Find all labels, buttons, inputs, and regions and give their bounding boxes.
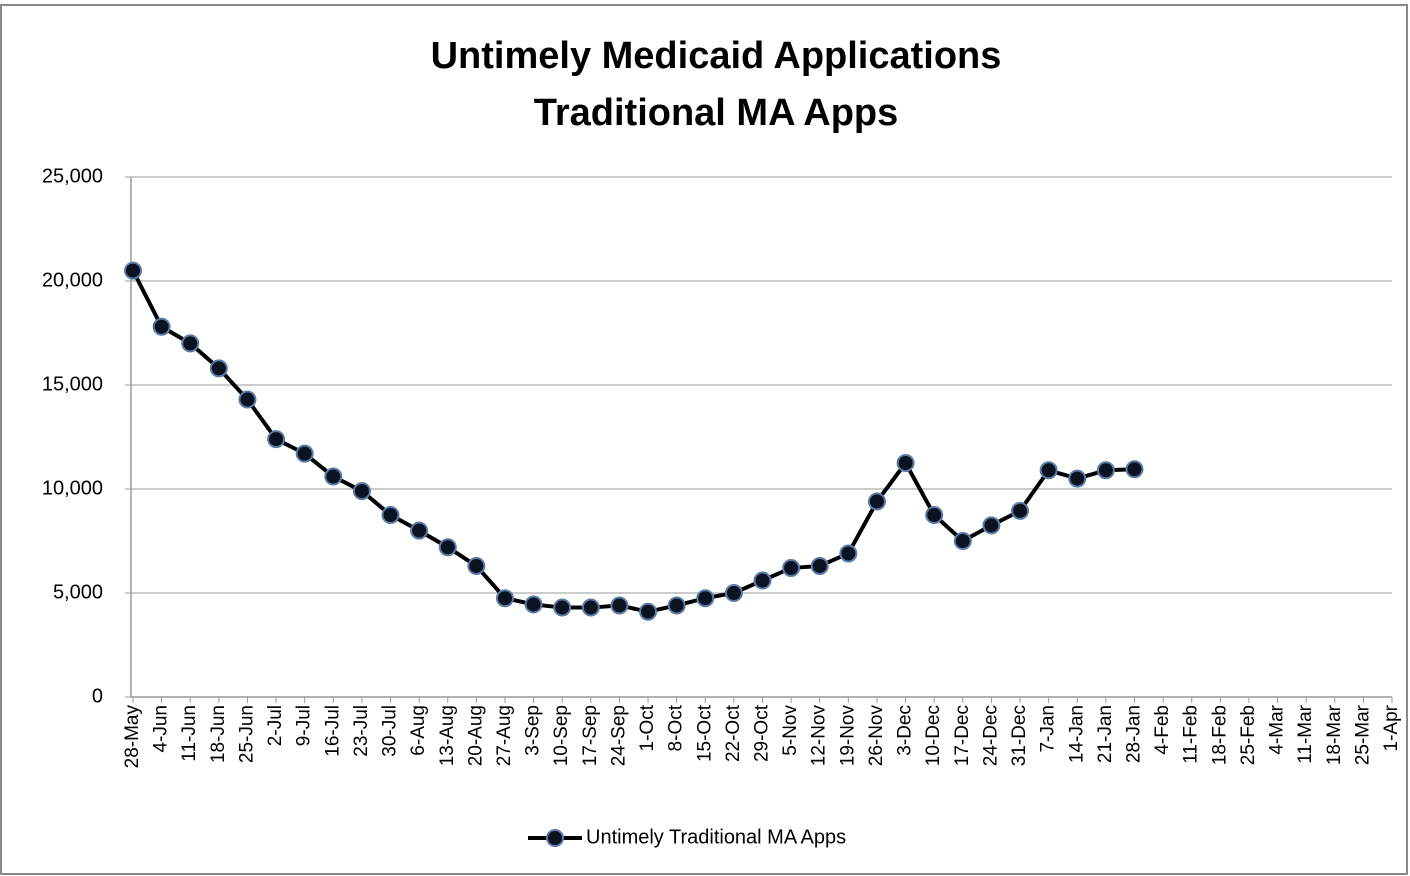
x-tick-label: 1-Apr xyxy=(1381,704,1402,751)
chart-title: Untimely Medicaid Applications xyxy=(431,35,1002,77)
x-tick-label: 10-Sep xyxy=(551,705,572,766)
data-point xyxy=(839,544,858,563)
data-point xyxy=(982,516,1001,535)
x-tick-label: 22-Oct xyxy=(723,704,744,762)
y-tick-label: 0 xyxy=(92,685,103,707)
data-point xyxy=(639,602,658,621)
x-tick-label: 26-Nov xyxy=(866,705,887,767)
x-tick-label: 4-Mar xyxy=(1267,704,1288,754)
data-point xyxy=(696,589,715,608)
x-tick-label: 10-Dec xyxy=(923,705,944,766)
x-tick-label: 20-Aug xyxy=(465,705,486,766)
data-point xyxy=(124,261,142,280)
x-tick-label: 2-Jul xyxy=(265,705,286,746)
chart-border xyxy=(0,4,1408,875)
data-point xyxy=(524,595,543,614)
x-tick-label: 28-May xyxy=(122,705,143,769)
x-tick-label: 29-Oct xyxy=(752,704,773,762)
x-tick-label: 5-Nov xyxy=(780,705,801,756)
data-point xyxy=(667,596,686,615)
x-tick-label: 13-Aug xyxy=(437,705,458,766)
y-tick-label: 20,000 xyxy=(42,269,103,291)
x-tick-label: 19-Nov xyxy=(837,705,858,767)
data-point xyxy=(467,556,486,575)
data-point xyxy=(152,317,171,336)
data-point xyxy=(724,584,743,602)
data-point xyxy=(782,559,801,578)
x-tick-label: 24-Sep xyxy=(608,705,629,766)
legend-label: Untimely Traditional MA Apps xyxy=(586,826,846,848)
data-point xyxy=(267,430,286,449)
data-point xyxy=(295,444,314,463)
x-tick-label: 31-Dec xyxy=(1009,705,1030,766)
x-tick-label: 17-Sep xyxy=(580,705,601,766)
x-tick-label: 4-Feb xyxy=(1152,705,1173,755)
data-point xyxy=(352,482,371,501)
data-point xyxy=(553,598,572,617)
x-tick-label: 11-Jun xyxy=(179,705,200,762)
data-point xyxy=(410,521,429,540)
y-tick-label: 5,000 xyxy=(53,581,103,603)
data-point xyxy=(753,571,772,590)
x-tick-label: 18-Feb xyxy=(1209,705,1230,765)
x-tick-label: 18-Mar xyxy=(1324,704,1345,765)
x-tick-label: 12-Nov xyxy=(809,705,830,767)
x-tick-label: 25-Mar xyxy=(1352,704,1373,765)
data-point xyxy=(1068,469,1087,488)
data-point xyxy=(953,532,972,550)
data-point xyxy=(1039,461,1058,480)
data-point xyxy=(896,454,915,472)
x-tick-label: 27-Aug xyxy=(494,705,515,766)
data-point xyxy=(495,589,514,608)
x-tick-label: 11-Mar xyxy=(1295,704,1316,763)
y-tick-label: 25,000 xyxy=(42,165,103,187)
x-tick-label: 16-Jul xyxy=(322,705,343,757)
data-point xyxy=(238,390,257,409)
x-tick-label: 25-Feb xyxy=(1238,705,1259,765)
data-point xyxy=(867,492,886,511)
x-tick-label: 9-Jul xyxy=(294,705,315,746)
x-tick-label: 28-Jan xyxy=(1123,705,1144,763)
data-point xyxy=(1011,501,1030,520)
x-tick-label: 23-Jul xyxy=(351,705,372,757)
y-tick-label: 10,000 xyxy=(42,477,103,499)
data-point xyxy=(925,506,944,524)
x-tick-label: 7-Jan xyxy=(1038,705,1059,753)
data-point xyxy=(581,598,600,617)
data-point xyxy=(438,538,457,557)
x-tick-label: 3-Sep xyxy=(523,705,544,756)
data-point xyxy=(810,556,829,575)
x-tick-label: 11-Feb xyxy=(1181,705,1202,764)
x-tick-label: 18-Jun xyxy=(208,705,229,763)
data-point xyxy=(1096,461,1115,480)
x-tick-label: 30-Jul xyxy=(380,705,401,757)
data-point xyxy=(1125,460,1144,479)
legend-marker xyxy=(546,829,564,847)
data-point xyxy=(610,596,629,615)
x-tick-label: 21-Jan xyxy=(1095,705,1116,763)
x-tick-label: 14-Jan xyxy=(1066,705,1087,763)
x-tick-label: 15-Oct xyxy=(694,704,715,762)
data-point xyxy=(324,467,343,486)
y-tick-label: 15,000 xyxy=(42,373,103,395)
x-tick-label: 6-Aug xyxy=(408,705,429,756)
chart-subtitle: Traditional MA Apps xyxy=(534,92,899,134)
x-tick-label: 8-Oct xyxy=(666,704,687,751)
x-tick-label: 24-Dec xyxy=(980,705,1001,766)
data-point xyxy=(181,334,200,353)
data-point xyxy=(209,359,228,378)
x-tick-label: 25-Jun xyxy=(236,705,257,763)
x-tick-label: 1-Oct xyxy=(637,704,658,751)
x-tick-label: 3-Dec xyxy=(895,705,916,756)
x-tick-label: 4-Jun xyxy=(151,705,172,753)
x-tick-label: 17-Dec xyxy=(952,705,973,766)
data-point xyxy=(381,506,400,524)
